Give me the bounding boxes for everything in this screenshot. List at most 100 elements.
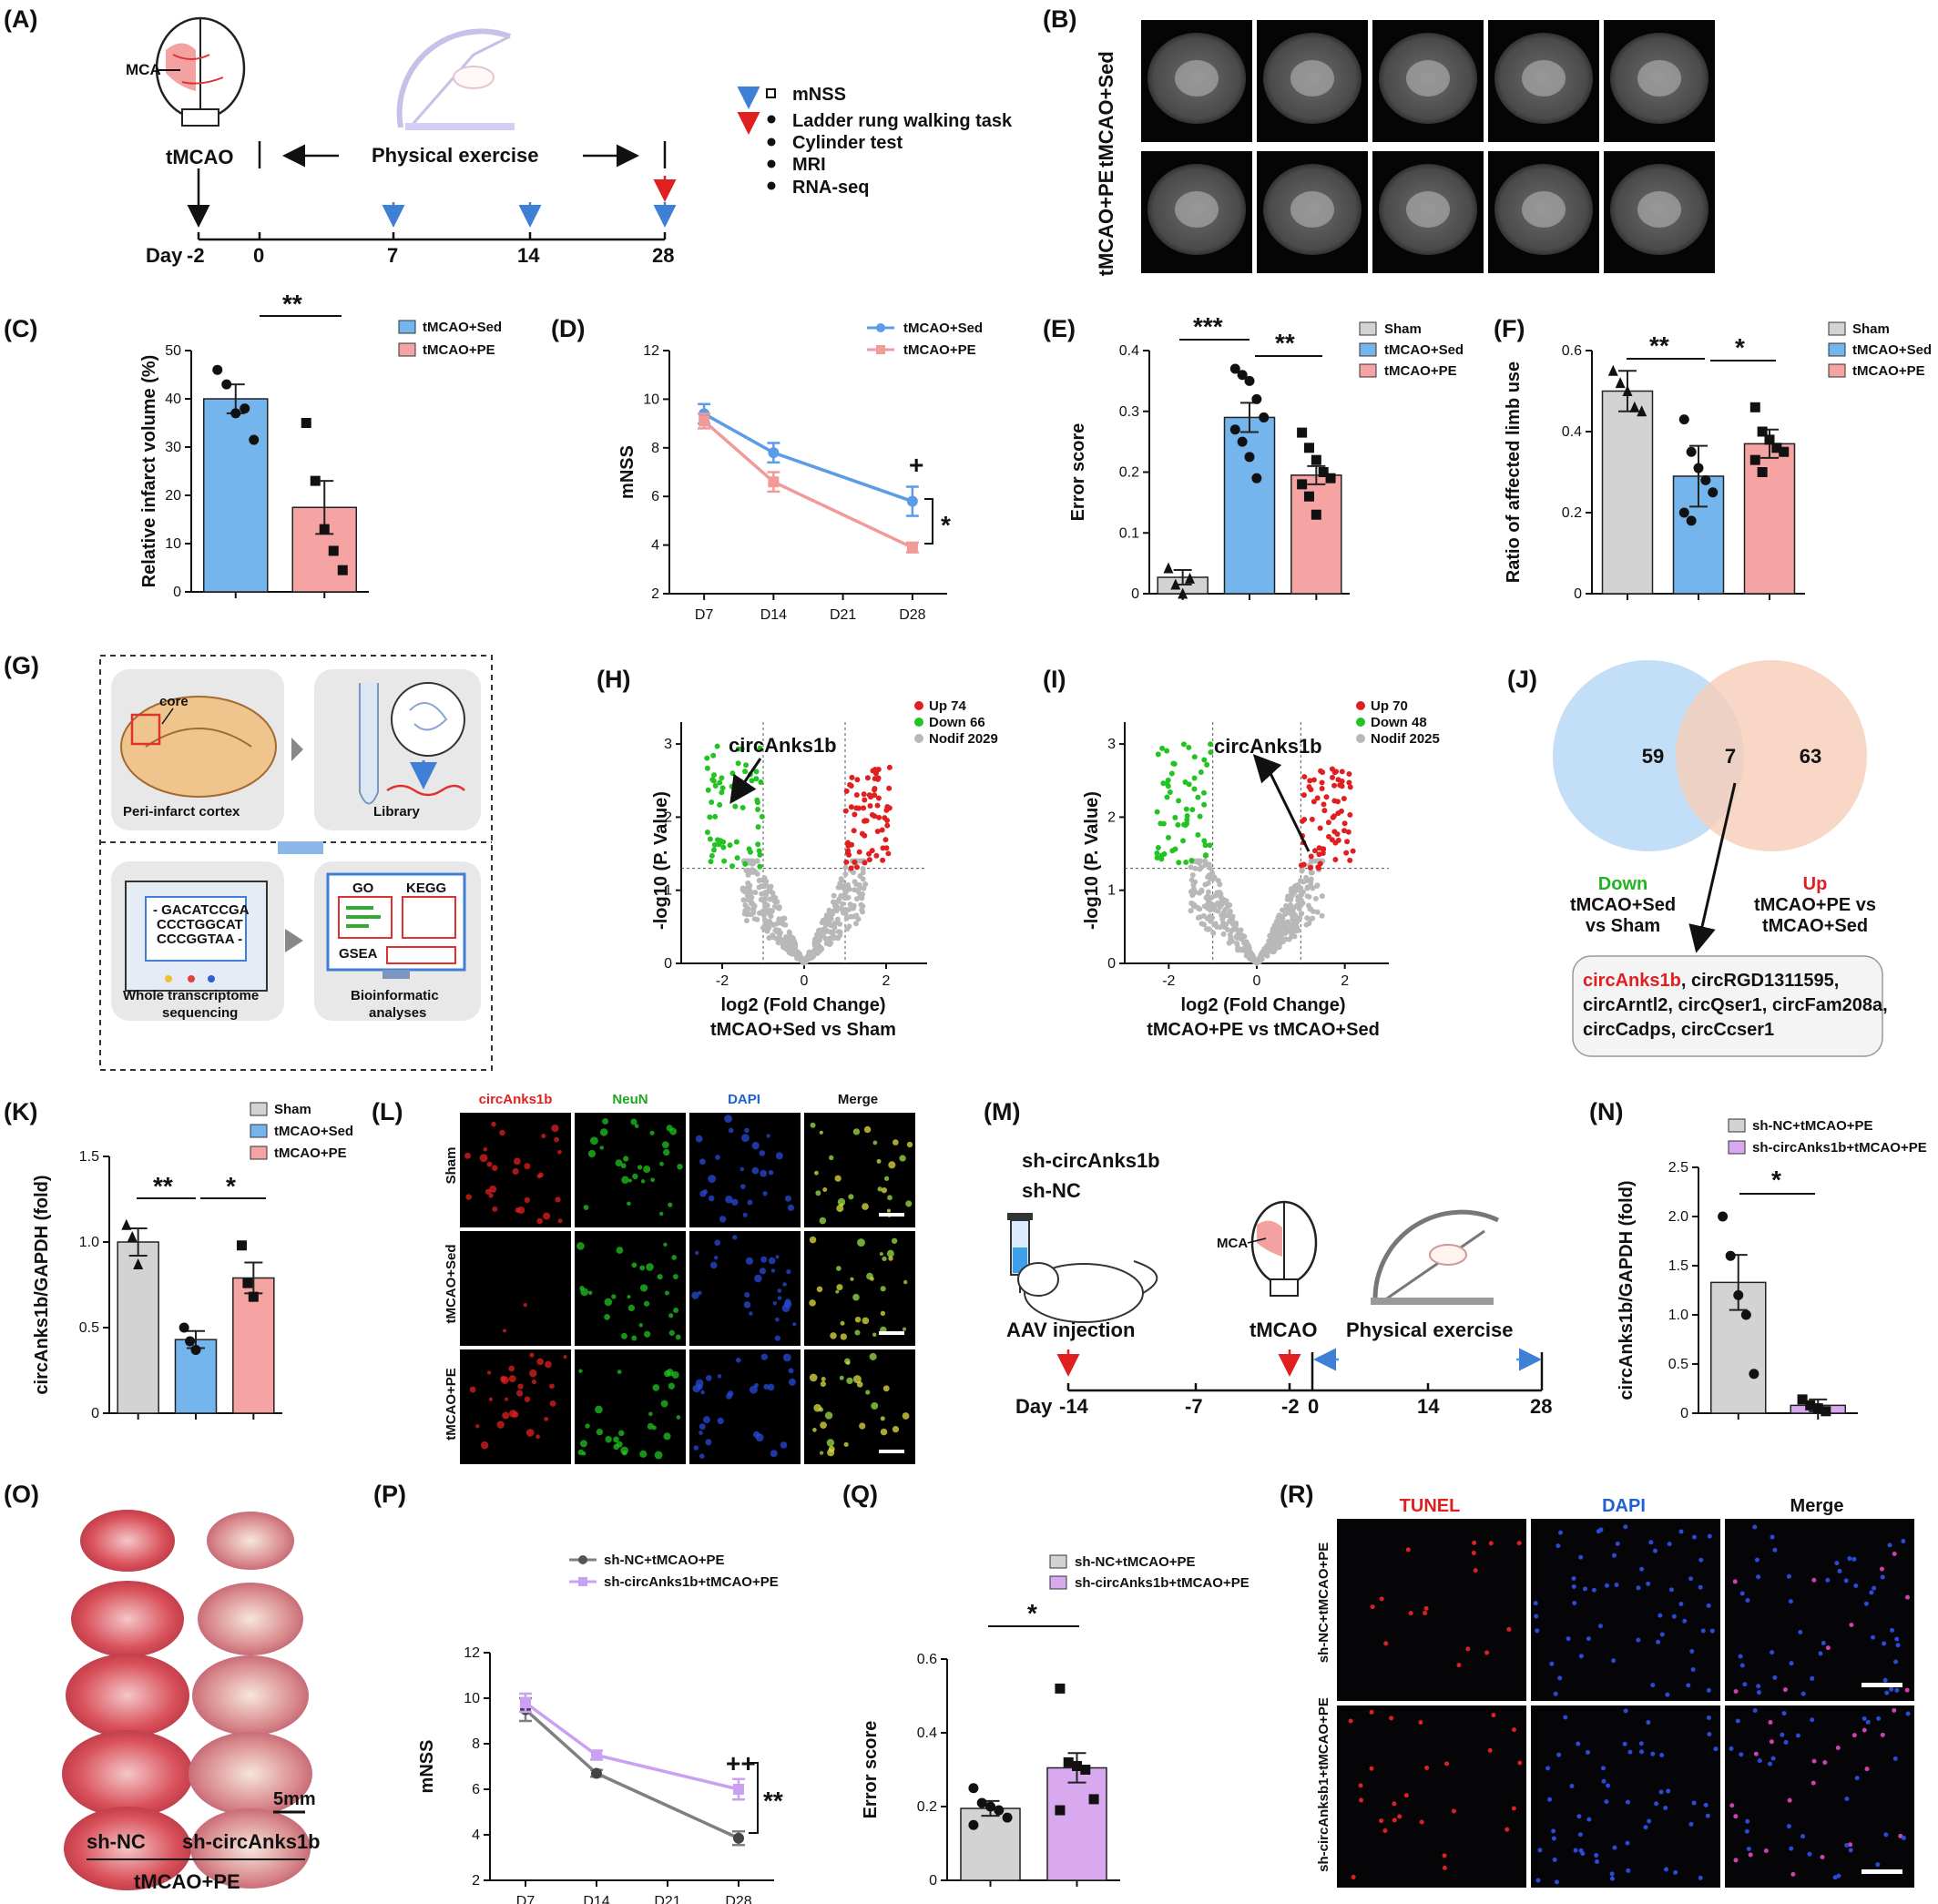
svg-text:DAPI: DAPI xyxy=(1602,1496,1646,1516)
cell xyxy=(693,1445,699,1451)
point-nodif xyxy=(765,888,771,894)
volcano-i: 0 1 2 3 -2 0 2 xyxy=(1107,722,1389,989)
cell xyxy=(617,1369,622,1375)
point-up xyxy=(1344,839,1351,845)
nucleus xyxy=(1709,1628,1715,1634)
cell xyxy=(708,1195,715,1202)
panel-g-workflow: core Peri-infarct cortex Library - GACAT… xyxy=(99,655,493,1071)
point-nodif xyxy=(846,906,852,912)
point-nodif xyxy=(812,941,819,947)
svg-text:sh-circAnksb1+tMCAO+PE: sh-circAnksb1+tMCAO+PE xyxy=(1316,1697,1331,1872)
chart-k: 0 0.5 1.0 1.5 circAnks1b/GAPDH (fold) xyxy=(32,1149,282,1421)
panel-label-m: (M) xyxy=(984,1098,1020,1125)
nucleus xyxy=(1359,1797,1364,1803)
point-nodif xyxy=(742,902,749,909)
cell xyxy=(836,1284,843,1291)
legend-d: tMCAO+Sed tMCAO+PE xyxy=(867,321,983,358)
scale-bar xyxy=(879,1331,904,1335)
point-up xyxy=(872,770,879,777)
cell xyxy=(768,1257,776,1265)
point-down xyxy=(1207,842,1213,849)
point-nodif xyxy=(1287,929,1293,935)
panel-label-l: (L) xyxy=(372,1098,403,1125)
brain-slice xyxy=(192,1655,309,1736)
cell xyxy=(545,1360,552,1369)
cell xyxy=(631,1335,638,1341)
brain-slice xyxy=(64,1807,191,1890)
point-up xyxy=(1311,777,1317,783)
cell xyxy=(650,1177,656,1183)
mri-ventricle xyxy=(1175,191,1219,228)
cell xyxy=(843,1441,849,1447)
nucleus xyxy=(1665,1692,1670,1697)
nucleus xyxy=(1656,1639,1661,1644)
point-up xyxy=(1331,813,1337,820)
point-nodif xyxy=(748,911,754,918)
cell xyxy=(840,1333,847,1340)
point-down xyxy=(729,783,735,789)
nucleus xyxy=(1864,1767,1870,1772)
cell xyxy=(810,1122,816,1128)
y-tick-label: 1.5 xyxy=(1668,1258,1688,1274)
point-up xyxy=(1339,783,1345,789)
cell xyxy=(714,1239,721,1247)
cell xyxy=(578,1369,583,1373)
x-tick-label: D21 xyxy=(654,1894,680,1904)
cell xyxy=(854,1329,861,1336)
point-up xyxy=(884,803,891,809)
nucleus xyxy=(1650,1751,1656,1756)
nucleus xyxy=(1658,1613,1663,1618)
nucleus xyxy=(1571,1583,1576,1589)
point-down xyxy=(759,813,765,820)
scale-bar xyxy=(879,1450,904,1453)
cell xyxy=(752,1431,760,1439)
y-tick-label: 2 xyxy=(1107,809,1116,825)
point-nodif xyxy=(1306,920,1312,926)
y-tick-label: 0.3 xyxy=(1119,404,1139,420)
cell xyxy=(515,1390,524,1397)
point-up xyxy=(882,837,889,843)
cell xyxy=(888,1256,893,1261)
svg-text:Nodif 2025: Nodif 2025 xyxy=(1371,731,1440,747)
point-nodif xyxy=(746,858,752,864)
point-nodif xyxy=(1188,908,1194,914)
data-point xyxy=(1678,507,1689,518)
nucleus xyxy=(1895,1643,1901,1648)
cell xyxy=(599,1145,605,1150)
nucleus xyxy=(1600,1766,1606,1771)
point-nodif xyxy=(1278,937,1284,943)
data-point xyxy=(1055,1805,1066,1816)
data-point xyxy=(1678,414,1689,425)
point-up xyxy=(1332,857,1339,863)
cell xyxy=(699,1158,706,1166)
panel-label-b: (B) xyxy=(1043,5,1076,33)
data-point xyxy=(1686,446,1697,457)
y-tick-label: 0 xyxy=(664,956,672,972)
cell xyxy=(813,1403,821,1412)
point-nodif xyxy=(1282,911,1289,918)
cell xyxy=(632,1173,638,1180)
legend-rnaseq: RNA-seq xyxy=(792,178,869,198)
x-tick-label: D28 xyxy=(725,1894,751,1904)
micrograph-tile xyxy=(460,1231,571,1346)
point-down xyxy=(714,837,720,843)
point-up xyxy=(861,805,867,811)
point-nodif xyxy=(1310,885,1316,891)
nucleus xyxy=(1865,1719,1871,1725)
brain-slice-icon xyxy=(120,696,277,798)
nucleus xyxy=(1862,1727,1867,1733)
data-point xyxy=(976,1797,987,1808)
nucleus xyxy=(1671,1614,1677,1619)
y-tick-label: 2 xyxy=(664,809,672,825)
cell xyxy=(741,1134,750,1143)
nucleus xyxy=(1818,1651,1823,1656)
point-up xyxy=(880,857,886,863)
point-nodif xyxy=(861,885,867,891)
cell xyxy=(524,1396,531,1402)
svg-text:sh-NC+tMCAO+PE: sh-NC+tMCAO+PE xyxy=(1752,1118,1873,1134)
nucleus xyxy=(1558,1530,1564,1535)
cell xyxy=(644,1330,651,1338)
data-point xyxy=(1686,515,1697,526)
y-tick-label: 12 xyxy=(464,1645,480,1661)
y-tick-label: 1.5 xyxy=(79,1149,99,1165)
